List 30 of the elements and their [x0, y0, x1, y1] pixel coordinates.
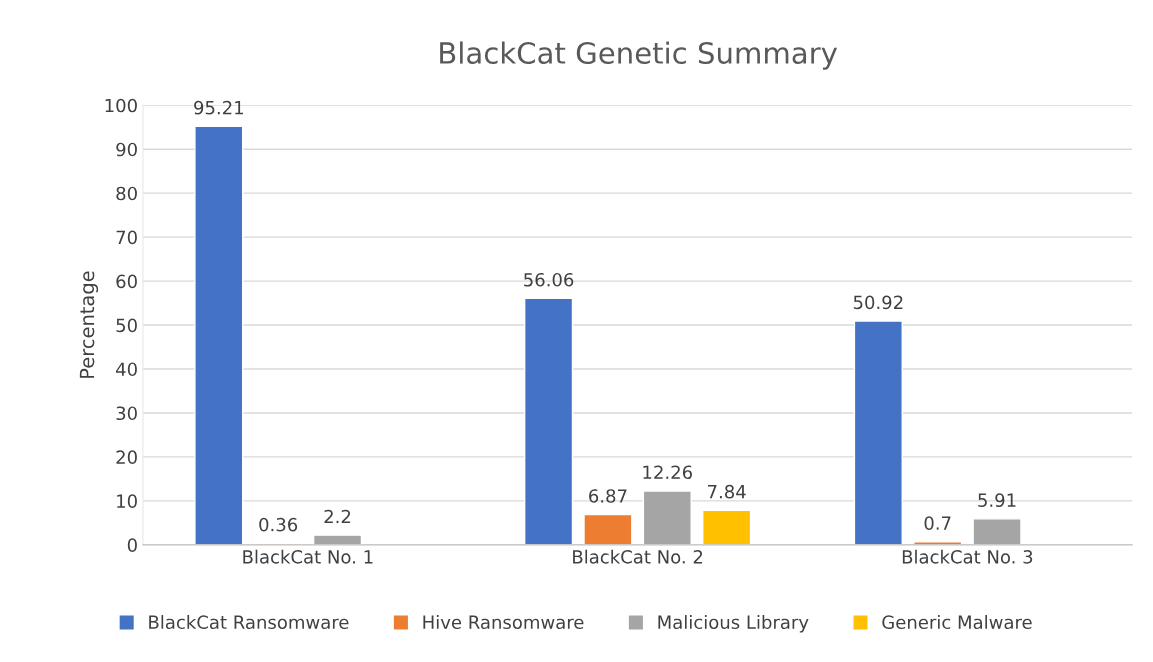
- y-axis-title: Percentage: [79, 271, 99, 378]
- data-label: 0.7: [924, 516, 951, 530]
- data-label: 95.21: [194, 100, 243, 115]
- legend-label: Generic Malware: [882, 615, 1032, 630]
- legend-label: BlackCat Ransomware: [149, 615, 349, 630]
- chart-title: BlackCat Genetic Summary: [440, 41, 838, 70]
- y-tick-label: 60: [116, 274, 137, 289]
- data-label: 12.26: [643, 465, 692, 480]
- data-label: 2.2: [324, 509, 351, 524]
- data-label: 56.06: [524, 272, 574, 287]
- x-tick-label: BlackCat No. 2: [573, 549, 703, 564]
- data-label: 7.84: [708, 484, 746, 499]
- y-tick-label: 70: [116, 230, 137, 245]
- y-tick-label: 40: [116, 362, 137, 377]
- x-tick-label: BlackCat No. 3: [902, 549, 1033, 564]
- y-tick-label: 50: [116, 318, 137, 333]
- y-tick-label: 30: [116, 406, 137, 421]
- x-tick-label: BlackCat No. 1: [243, 549, 373, 564]
- legend-label: Malicious Library: [658, 615, 809, 633]
- y-tick-label: 20: [116, 450, 137, 465]
- legend-label: Hive Ransomware: [423, 615, 584, 630]
- y-tick-label: 0: [127, 538, 137, 552]
- y-tick-label: 10: [117, 494, 137, 508]
- y-tick-label: 100: [105, 98, 137, 113]
- data-label: 6.87: [589, 489, 627, 503]
- data-label: 5.91: [978, 493, 1016, 508]
- data-label: 0.36: [259, 517, 298, 532]
- y-tick-label: 90: [116, 142, 137, 157]
- y-tick-label: 80: [116, 186, 137, 201]
- data-label: 50.92: [853, 295, 903, 310]
